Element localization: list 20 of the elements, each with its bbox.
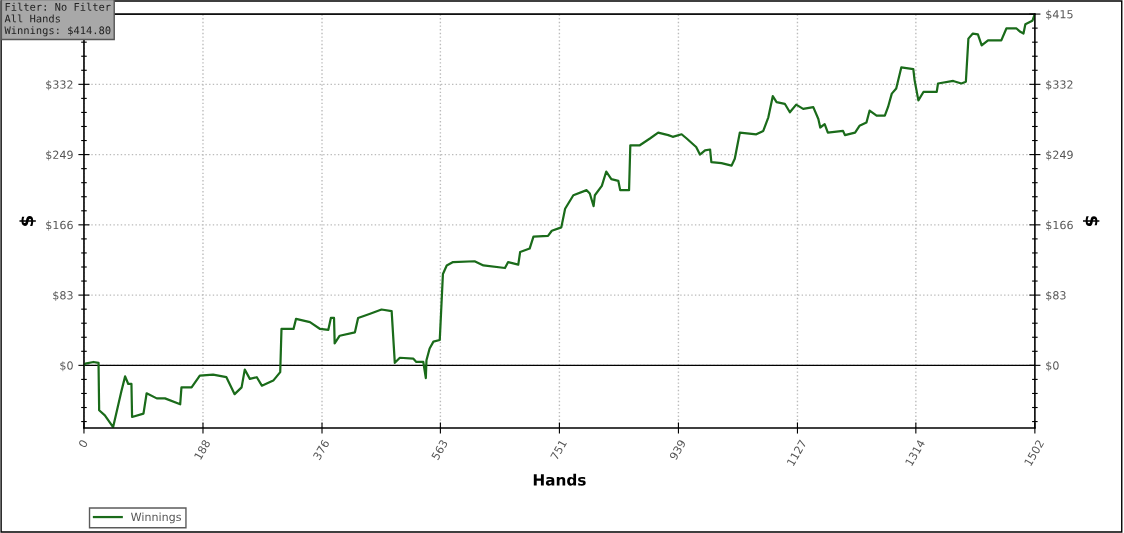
y-tick-label: $83 xyxy=(53,290,73,301)
y-tick-label: $166 xyxy=(46,220,73,231)
y2-tick-label: $0 xyxy=(1046,361,1059,372)
y-tick-label: $249 xyxy=(46,150,73,161)
y2-tick-label: $83 xyxy=(1046,290,1066,301)
x-tick-label: 0 xyxy=(78,439,89,449)
legend-label: Winnings xyxy=(131,512,181,524)
y-axis-title: $ xyxy=(19,215,36,226)
y2-tick-label: $166 xyxy=(1046,220,1073,231)
text: All Hands xyxy=(4,14,60,23)
y-tick-label: $0 xyxy=(60,361,73,372)
y-tick-label: $332 xyxy=(46,80,73,91)
annotation: Winnings: $414.80 xyxy=(4,26,111,37)
x-axis-title: Hands xyxy=(533,473,586,486)
x-tick-label: 751 xyxy=(550,439,567,461)
y2-tick-label: $332 xyxy=(1046,80,1073,91)
y2-tick-label: $249 xyxy=(1046,150,1073,161)
y2-axis-title: $ xyxy=(1082,216,1100,227)
text: Filter: No Filter xyxy=(5,2,111,11)
y2-tick-label: $415 xyxy=(1046,9,1073,20)
